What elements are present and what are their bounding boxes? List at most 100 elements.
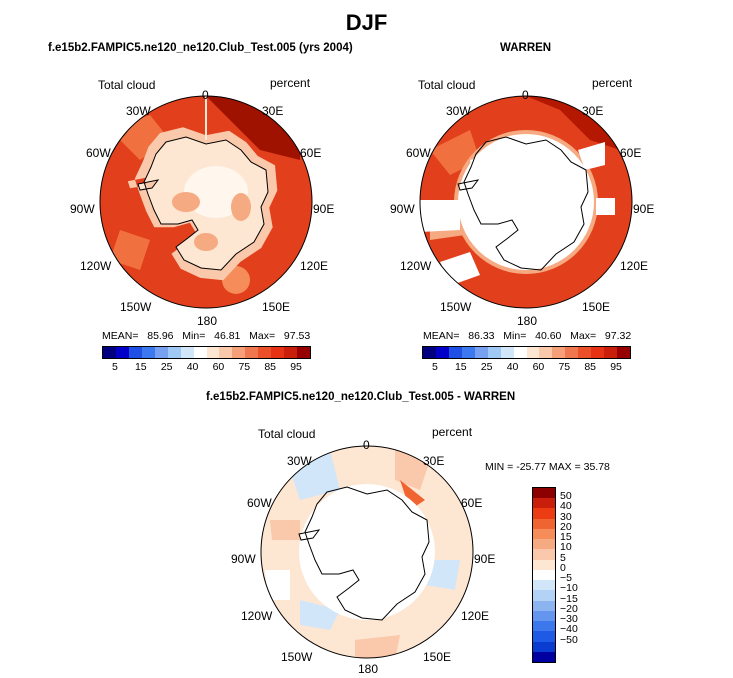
colorbar-tick-label: 40 <box>186 361 199 373</box>
colorbar-swatch <box>533 641 555 652</box>
main-title: DJF <box>345 10 388 35</box>
lon-label: 0 <box>363 438 370 452</box>
lon-label: 150W <box>440 300 472 314</box>
max-value: 97.53 <box>283 330 311 342</box>
panel-3-polar-plot <box>260 445 474 659</box>
panel-3-variable: Total cloud <box>258 427 316 441</box>
lon-label: 30E <box>423 454 445 468</box>
mean-value: 85.96 <box>147 330 174 342</box>
colorbar-swatch <box>284 347 298 358</box>
colorbar-swatch <box>533 569 555 581</box>
panel-2-stats: MEAN= 86.33 Min= 40.60 Max= 97.32 <box>423 330 631 342</box>
colorbar-tick-label: 95 <box>290 361 302 373</box>
max-label: Max= <box>249 330 276 342</box>
mean-value: 86.33 <box>468 330 495 342</box>
lon-label: 60W <box>86 146 111 160</box>
colorbar-swatch <box>533 621 555 632</box>
colorbar-swatch <box>487 347 501 358</box>
lon-label: 120E <box>461 609 490 623</box>
colorbar-tick-label: 5 <box>112 361 118 373</box>
lon-label: 90E <box>633 202 655 216</box>
lon-label: 30W <box>446 104 471 118</box>
min-value: 40.60 <box>535 330 562 342</box>
colorbar-swatch <box>245 347 259 358</box>
lon-label: 120E <box>300 259 329 273</box>
lon-label: 60W <box>406 146 431 160</box>
colorbar-tick-label: 10 <box>560 541 572 554</box>
colorbar-tick-label: 15 <box>454 361 467 373</box>
colorbar-swatch <box>513 347 527 358</box>
colorbar-swatch <box>552 347 566 358</box>
panel-2-polar-plot <box>419 95 633 309</box>
colorbar-swatch <box>474 347 488 358</box>
colorbar-tick-label: 20 <box>560 520 572 533</box>
colorbar-tick-label: 75 <box>558 361 571 373</box>
colorbar-swatch <box>154 347 168 358</box>
lon-label: 120W <box>80 259 112 273</box>
panel-2-variable: Total cloud <box>418 78 476 92</box>
colorbar-swatch <box>533 508 555 519</box>
panel-1-colorbar <box>102 346 311 359</box>
colorbar-swatch <box>533 539 555 550</box>
lon-label: 0 <box>522 88 529 102</box>
lon-label: 150E <box>423 650 452 664</box>
colorbar-swatch <box>271 347 285 358</box>
colorbar-swatch <box>591 347 605 358</box>
colorbar-swatch <box>423 347 436 358</box>
colorbar-tick-label: 95 <box>610 361 622 373</box>
colorbar-tick-label: 25 <box>480 361 493 373</box>
colorbar-swatch <box>533 518 555 529</box>
lon-label: 90W <box>231 552 256 566</box>
lon-label: 30W <box>126 104 151 118</box>
lon-label: 150W <box>281 650 313 664</box>
colorbar-swatch <box>128 347 142 358</box>
colorbar-swatch <box>617 347 630 358</box>
colorbar-swatch <box>533 549 555 560</box>
colorbar-tick-label: 5 <box>560 551 566 564</box>
lon-label: 90W <box>390 202 415 216</box>
lon-label: 30E <box>262 104 284 118</box>
lon-label: 90E <box>313 202 335 216</box>
colorbar-tick-label: −30 <box>560 613 578 626</box>
colorbar-tick-label: 40 <box>560 500 572 513</box>
colorbar-tick-label: −5 <box>560 572 572 585</box>
lon-label: 150E <box>262 300 291 314</box>
lon-label: 180 <box>517 314 538 328</box>
colorbar-tick-label: −20 <box>560 602 578 615</box>
min-label: Min= <box>182 330 206 342</box>
colorbar-swatch <box>206 347 220 358</box>
mean-label: MEAN= <box>102 330 139 342</box>
colorbar-swatch <box>533 488 555 499</box>
max-value: 97.32 <box>604 330 632 342</box>
colorbar-tick-label: 85 <box>584 361 597 373</box>
colorbar-swatch <box>500 347 514 358</box>
colorbar-swatch <box>533 498 555 509</box>
colorbar-tick-label: 15 <box>560 531 572 544</box>
max-label: Max= <box>570 330 597 342</box>
panel-3-minmax: MIN = -25.77 MAX = 35.78 <box>485 461 610 473</box>
panel-1-variable: Total cloud <box>98 78 156 92</box>
min-label: Min= <box>503 330 527 342</box>
colorbar-swatch <box>533 631 555 642</box>
lon-label: 120W <box>400 259 432 273</box>
colorbar-tick-label: 15 <box>134 361 147 373</box>
colorbar-swatch <box>193 347 207 358</box>
colorbar-tick-label: −40 <box>560 623 578 636</box>
lon-label: 180 <box>197 314 218 328</box>
colorbar-swatch <box>533 528 555 540</box>
colorbar-tick-label: 5 <box>432 361 438 373</box>
colorbar-tick-label: −15 <box>560 592 578 605</box>
colorbar-swatch <box>232 347 246 358</box>
lon-label: 180 <box>358 662 379 676</box>
colorbar-tick-label: 0 <box>560 561 566 574</box>
colorbar-swatch <box>141 347 155 358</box>
colorbar-swatch <box>533 651 555 662</box>
colorbar-swatch <box>578 347 592 358</box>
colorbar-swatch <box>604 347 618 358</box>
panel-1-title: f.e15b2.FAMPIC5.ne120_ne120.Club_Test.00… <box>48 42 353 54</box>
panel-1-stats: MEAN= 85.96 Min= 46.81 Max= 97.53 <box>102 330 310 342</box>
lon-label: 30E <box>582 104 604 118</box>
lon-label: 90E <box>474 552 496 566</box>
colorbar-swatch <box>103 347 116 358</box>
